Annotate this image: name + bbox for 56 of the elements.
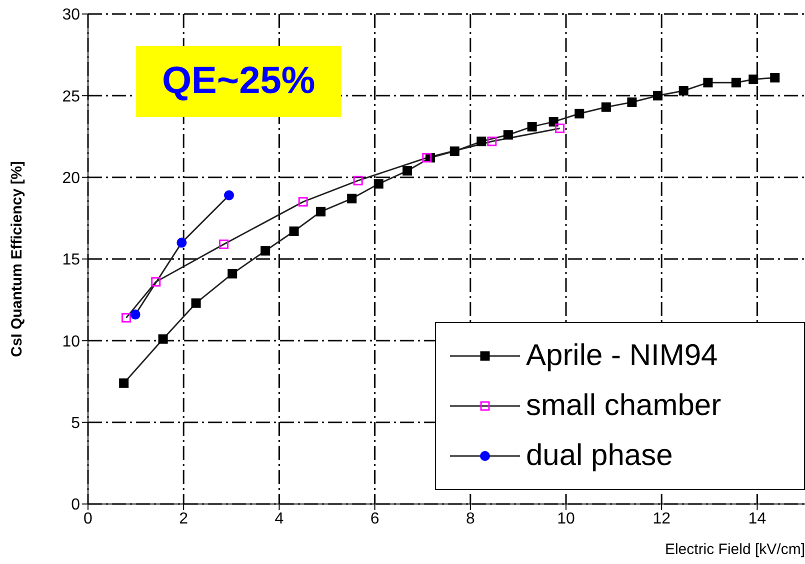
point xyxy=(627,97,637,107)
y-axis-title: CsI Quantum Efficiency [%] xyxy=(8,161,26,357)
point xyxy=(422,152,432,162)
annotation: QE~25% xyxy=(136,46,342,117)
point xyxy=(289,226,299,236)
x-tick-label: 14 xyxy=(748,510,766,528)
x-tick-label: 4 xyxy=(274,510,284,528)
x-tick-label: 2 xyxy=(179,510,188,528)
point xyxy=(316,206,326,216)
y-tick-label: 25 xyxy=(62,88,80,106)
x-tick-label: 12 xyxy=(652,510,671,528)
point xyxy=(748,74,758,84)
point xyxy=(228,268,238,278)
point xyxy=(731,78,741,88)
x-tick-label: 10 xyxy=(557,510,575,528)
y-tick-label: 0 xyxy=(71,496,80,514)
point xyxy=(121,313,131,323)
point xyxy=(503,130,513,140)
y-tick-label: 30 xyxy=(62,6,80,24)
point xyxy=(527,122,537,132)
point xyxy=(574,108,584,118)
y-tick-label: 20 xyxy=(62,170,80,188)
point xyxy=(601,102,611,112)
point xyxy=(476,136,486,146)
point xyxy=(653,90,663,100)
point xyxy=(555,124,565,134)
point xyxy=(176,238,187,248)
x-axis-title: Electric Field [kV/cm] xyxy=(664,541,805,558)
point xyxy=(224,190,234,200)
x-tick-label: 6 xyxy=(370,510,380,528)
point xyxy=(151,277,161,287)
point xyxy=(191,298,201,308)
point xyxy=(487,136,497,146)
point xyxy=(119,378,129,388)
legend-label: dual phase xyxy=(526,439,673,473)
x-tick-label: 8 xyxy=(466,510,475,528)
y-tick-label: 15 xyxy=(62,252,80,269)
legend-label: small chamber xyxy=(526,389,722,423)
point xyxy=(219,240,228,250)
point xyxy=(298,197,308,207)
legend-label: Aprile - NIM94 xyxy=(526,339,718,373)
point xyxy=(158,334,168,344)
point xyxy=(450,146,460,156)
point xyxy=(678,86,688,96)
point xyxy=(770,72,780,82)
point xyxy=(353,176,363,186)
point xyxy=(374,179,384,189)
point xyxy=(260,246,270,256)
x-tick-label: 0 xyxy=(84,510,93,528)
point xyxy=(347,194,357,204)
y-tick-label: 10 xyxy=(62,333,80,350)
point xyxy=(130,310,140,320)
point xyxy=(703,78,713,88)
point xyxy=(548,117,558,127)
point xyxy=(402,166,412,176)
y-tick-label: 5 xyxy=(71,415,80,432)
